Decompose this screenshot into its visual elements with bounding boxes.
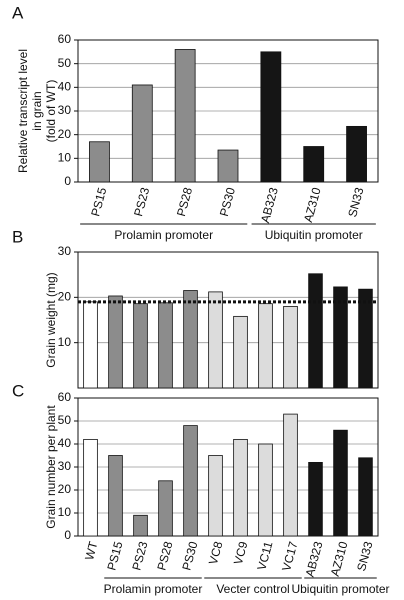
bar [333,286,348,389]
y-tick-label: 0 [64,528,71,542]
bar [158,302,173,389]
panel-label: A [12,3,24,22]
y-tick-label: 60 [58,32,72,46]
group-label: Prolamin promoter [114,228,213,242]
group-label: Ubiquitin promoter [265,228,363,242]
y-tick-label: 10 [58,335,72,349]
y-tick-label: 10 [58,505,72,519]
x-tick-label: PS15 [88,186,109,218]
group-label: Prolamin promoter [104,582,203,596]
y-tick-label: 30 [58,244,72,258]
bar [258,303,273,389]
x-tick-label: VC8 [206,540,226,566]
x-tick-label: VC9 [231,540,251,566]
x-tick-label: VC17 [279,540,300,573]
bar [133,303,148,389]
bar [283,413,298,537]
y-tick-label: 30 [58,459,72,473]
bar [233,438,248,537]
x-tick-label: AB323 [258,186,281,225]
group-label: Vecter control [216,582,289,596]
x-tick-label: PS23 [129,540,150,572]
x-tick-label: PS28 [154,540,175,572]
bar [89,141,110,183]
bar [308,273,323,389]
y-axis-label: Relative transcript level [16,49,30,173]
x-tick-label: PS23 [131,186,152,218]
x-tick-label: SN33 [345,186,366,219]
y-axis-label: in grain [30,91,44,130]
bar [233,315,248,389]
panel-label: C [12,381,24,400]
y-tick-label: 60 [58,390,72,404]
y-tick-label: 40 [58,80,72,94]
x-tick-label: AB323 [303,540,326,579]
bar [333,429,348,537]
bar [108,455,123,537]
bar [133,514,148,537]
x-tick-label: AZ310 [328,540,351,578]
y-axis-label: Grain number per plant [44,405,58,529]
bar [83,438,98,537]
x-tick-label: WT [82,539,101,561]
x-tick-label: PS15 [104,540,125,572]
plot-frame [77,397,379,537]
y-tick-label: 40 [58,436,72,450]
y-tick-label: 0 [64,174,71,188]
bar [208,291,223,389]
y-axis-label: (fold of WT) [44,80,58,143]
bar [258,443,273,537]
bar [83,301,98,389]
y-axis-label: Grain weight (mg) [44,272,58,367]
x-tick-label: PS30 [179,540,200,572]
y-tick-label: 20 [58,482,72,496]
bar [283,305,298,389]
y-tick-label: 20 [58,290,72,304]
bar [183,290,198,389]
bar [346,125,367,183]
y-tick-label: 50 [58,413,72,427]
x-tick-label: VC11 [254,540,275,572]
bar [308,461,323,537]
group-label: Ubiquitin promoter [291,582,389,596]
bar [131,84,153,183]
bar [174,49,196,183]
y-tick-label: 50 [58,56,72,70]
bar [260,51,282,183]
bar [358,288,373,389]
bar [183,425,198,537]
bar [358,457,373,537]
y-tick-label: 20 [58,127,72,141]
x-tick-label: PS30 [217,186,238,218]
x-tick-label: AZ310 [301,186,324,224]
panel-label: B [12,227,23,246]
x-tick-label: SN33 [354,540,375,573]
bar [303,146,325,183]
y-tick-label: 30 [58,103,72,117]
bar [217,149,239,183]
bar [158,480,173,537]
plot-frame [77,251,379,389]
x-tick-label: PS28 [174,186,195,218]
bar [108,295,123,389]
y-tick-label: 10 [58,151,72,165]
bar [208,455,223,537]
